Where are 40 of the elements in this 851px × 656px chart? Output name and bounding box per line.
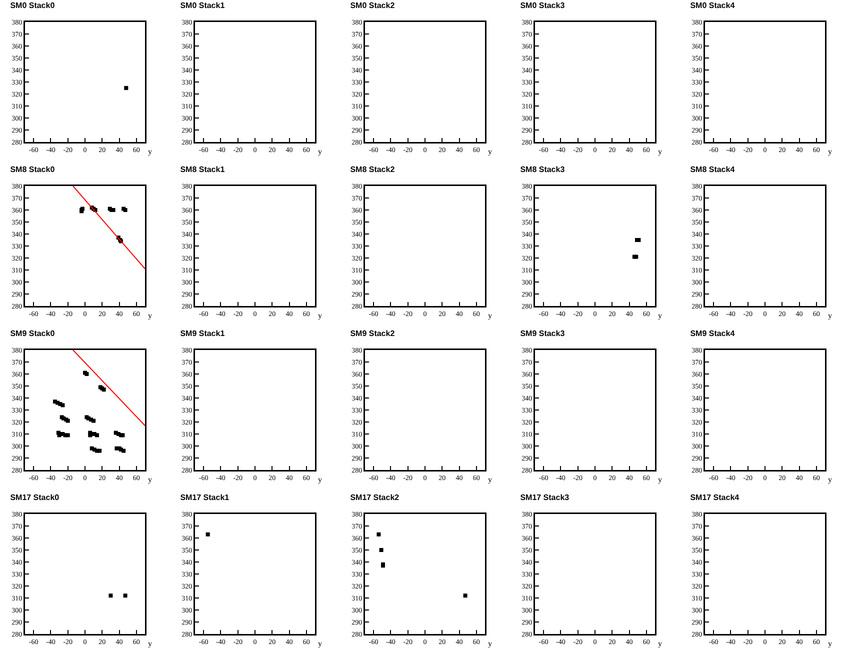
x-axis-title: y	[488, 639, 492, 648]
x-axis-title: y	[148, 311, 152, 320]
chart-title: SM9 Stack4	[690, 329, 736, 338]
chart-title: SM0 Stack4	[690, 1, 736, 10]
x-axis-title: y	[658, 311, 662, 320]
x-axis-title: y	[828, 639, 832, 648]
chart-title: SM8 Stack4	[690, 165, 736, 174]
chart-title: SM17 Stack1	[180, 493, 230, 502]
chart-title: SM8 Stack3	[520, 165, 566, 174]
x-axis-title: y	[828, 311, 832, 320]
x-axis-title: y	[488, 147, 492, 156]
x-axis-title: y	[658, 639, 662, 648]
x-axis-title: y	[318, 639, 322, 648]
chart-title: SM8 Stack0	[10, 165, 56, 174]
chart-title: SM9 Stack2	[350, 329, 396, 338]
x-axis-title: y	[318, 147, 322, 156]
x-axis-title: y	[488, 475, 492, 484]
chart-title: SM9 Stack0	[10, 329, 56, 338]
chart-title: SM0 Stack0	[10, 1, 56, 10]
chart-title: SM0 Stack3	[520, 1, 566, 10]
chart-title: SM17 Stack0	[10, 493, 60, 502]
x-axis-title: y	[148, 475, 152, 484]
chart-title: SM17 Stack3	[520, 493, 570, 502]
x-axis-title: y	[318, 475, 322, 484]
x-axis-title: y	[658, 475, 662, 484]
x-axis-title: y	[658, 147, 662, 156]
x-axis-title: y	[148, 639, 152, 648]
x-axis-title: y	[828, 475, 832, 484]
chart-title: SM0 Stack1	[180, 1, 226, 10]
x-axis-title: y	[318, 311, 322, 320]
x-axis-title: y	[488, 311, 492, 320]
x-axis-title: y	[828, 147, 832, 156]
x-axis-title: y	[148, 147, 152, 156]
chart-title: SM17 Stack4	[690, 493, 740, 502]
chart-title: SM9 Stack1	[180, 329, 226, 338]
chart-title: SM8 Stack2	[350, 165, 396, 174]
chart-title: SM0 Stack2	[350, 1, 396, 10]
chart-title: SM8 Stack1	[180, 165, 226, 174]
chart-title: SM17 Stack2	[350, 493, 400, 502]
chart-title: SM9 Stack3	[520, 329, 566, 338]
